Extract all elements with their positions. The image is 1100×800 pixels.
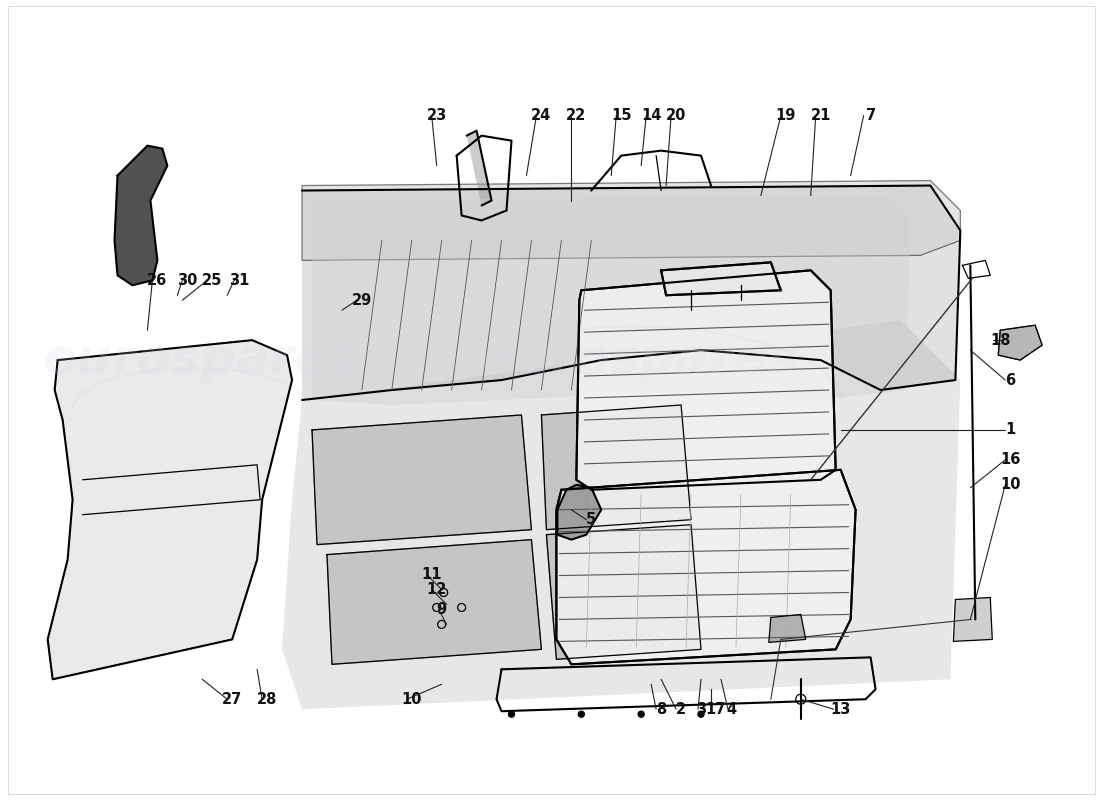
Polygon shape <box>999 325 1042 360</box>
Text: 30: 30 <box>177 273 198 288</box>
Text: eurospares: eurospares <box>42 336 359 384</box>
Polygon shape <box>547 525 701 659</box>
Text: 10: 10 <box>1000 478 1021 492</box>
Text: 4: 4 <box>726 702 736 717</box>
Text: 29: 29 <box>352 293 372 308</box>
Polygon shape <box>557 470 856 664</box>
Polygon shape <box>541 405 691 530</box>
Text: 20: 20 <box>666 108 686 123</box>
Polygon shape <box>576 270 836 490</box>
Text: 6: 6 <box>1005 373 1015 387</box>
Polygon shape <box>47 340 293 679</box>
Polygon shape <box>661 262 781 295</box>
Text: 12: 12 <box>427 582 447 597</box>
Text: 1: 1 <box>1005 422 1015 438</box>
Text: 19: 19 <box>776 108 796 123</box>
Text: 3: 3 <box>696 702 706 717</box>
Polygon shape <box>302 186 960 400</box>
Text: 16: 16 <box>1000 452 1021 467</box>
Polygon shape <box>327 540 541 664</box>
Polygon shape <box>114 146 167 286</box>
Text: 5: 5 <box>586 512 596 527</box>
Text: 8: 8 <box>656 702 667 717</box>
Polygon shape <box>466 130 492 206</box>
Text: 25: 25 <box>202 273 222 288</box>
Text: 7: 7 <box>866 108 876 123</box>
Text: 26: 26 <box>147 273 167 288</box>
Polygon shape <box>312 195 911 405</box>
Text: 21: 21 <box>811 108 830 123</box>
Polygon shape <box>558 485 602 540</box>
Text: 24: 24 <box>531 108 551 123</box>
Text: 28: 28 <box>257 692 277 706</box>
Text: 11: 11 <box>421 567 442 582</box>
Text: 17: 17 <box>706 702 726 717</box>
Text: 18: 18 <box>990 333 1011 348</box>
Circle shape <box>698 711 704 717</box>
Text: 14: 14 <box>641 108 661 123</box>
Text: 23: 23 <box>427 108 447 123</box>
Polygon shape <box>769 614 805 642</box>
Text: eurospares: eurospares <box>481 336 798 384</box>
Text: 2: 2 <box>676 702 686 717</box>
Circle shape <box>579 711 584 717</box>
Polygon shape <box>282 320 960 710</box>
Text: 10: 10 <box>402 692 422 706</box>
Polygon shape <box>954 598 992 642</box>
Text: 15: 15 <box>610 108 631 123</box>
Circle shape <box>638 711 645 717</box>
Text: 27: 27 <box>222 692 242 706</box>
Text: 9: 9 <box>437 602 447 617</box>
Text: 31: 31 <box>229 273 250 288</box>
Text: 13: 13 <box>830 702 850 717</box>
Text: 22: 22 <box>566 108 586 123</box>
Polygon shape <box>302 181 960 260</box>
Circle shape <box>508 711 515 717</box>
Polygon shape <box>312 415 531 545</box>
